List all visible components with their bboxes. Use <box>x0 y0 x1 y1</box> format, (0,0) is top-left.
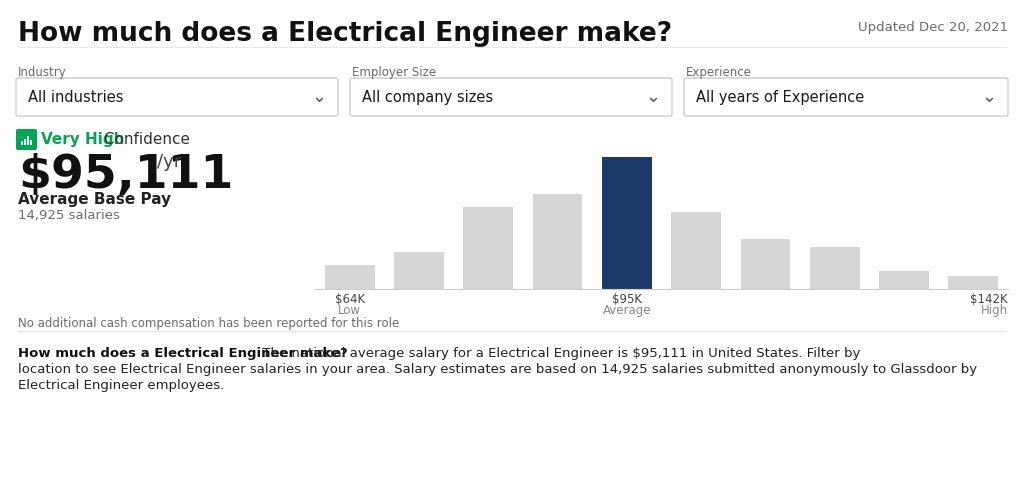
Text: Industry: Industry <box>18 66 67 79</box>
FancyBboxPatch shape <box>684 78 1008 116</box>
Bar <box>740 239 791 289</box>
Text: Electrical Engineer employees.: Electrical Engineer employees. <box>18 379 224 392</box>
Bar <box>27 136 29 145</box>
Text: Very High: Very High <box>41 132 125 147</box>
Text: Updated Dec 20, 2021: Updated Dec 20, 2021 <box>858 21 1008 34</box>
Text: How much does a Electrical Engineer make?: How much does a Electrical Engineer make… <box>18 21 672 47</box>
Bar <box>463 207 513 289</box>
Bar <box>879 271 929 289</box>
Bar <box>532 194 583 289</box>
Text: /yr: /yr <box>157 153 181 171</box>
Bar <box>671 213 721 289</box>
Bar <box>325 265 375 289</box>
Text: ⌄: ⌄ <box>645 88 660 106</box>
Text: Confidence: Confidence <box>99 132 190 147</box>
Bar <box>810 247 860 289</box>
Text: $95K: $95K <box>612 293 642 306</box>
Text: ⌄: ⌄ <box>311 88 326 106</box>
Text: 14,925 salaries: 14,925 salaries <box>18 209 120 222</box>
Text: Average Base Pay: Average Base Pay <box>18 192 171 207</box>
Text: Average: Average <box>602 304 651 317</box>
Text: ⌄: ⌄ <box>981 88 996 106</box>
Bar <box>20 141 23 145</box>
FancyBboxPatch shape <box>16 78 338 116</box>
Text: $95,111: $95,111 <box>18 153 233 198</box>
Text: High: High <box>981 304 1008 317</box>
Bar <box>24 139 26 145</box>
Text: $64K: $64K <box>335 293 365 306</box>
Text: Employer Size: Employer Size <box>352 66 436 79</box>
Text: Low: Low <box>338 304 361 317</box>
Text: location to see Electrical Engineer salaries in your area. Salary estimates are : location to see Electrical Engineer sala… <box>18 363 977 376</box>
Text: Experience: Experience <box>686 66 752 79</box>
FancyBboxPatch shape <box>350 78 672 116</box>
Bar <box>30 139 33 145</box>
Text: How much does a Electrical Engineer make?: How much does a Electrical Engineer make… <box>18 347 348 360</box>
Bar <box>394 252 443 289</box>
Text: $142K: $142K <box>971 293 1008 306</box>
Text: All years of Experience: All years of Experience <box>696 90 864 104</box>
Text: The national average salary for a Electrical Engineer is $95,111 in United State: The national average salary for a Electr… <box>258 347 860 360</box>
Text: No additional cash compensation has been reported for this role: No additional cash compensation has been… <box>18 317 399 330</box>
Bar <box>948 276 998 289</box>
Bar <box>602 157 652 289</box>
FancyBboxPatch shape <box>16 129 37 150</box>
Text: All company sizes: All company sizes <box>362 90 494 104</box>
Text: All industries: All industries <box>28 90 124 104</box>
